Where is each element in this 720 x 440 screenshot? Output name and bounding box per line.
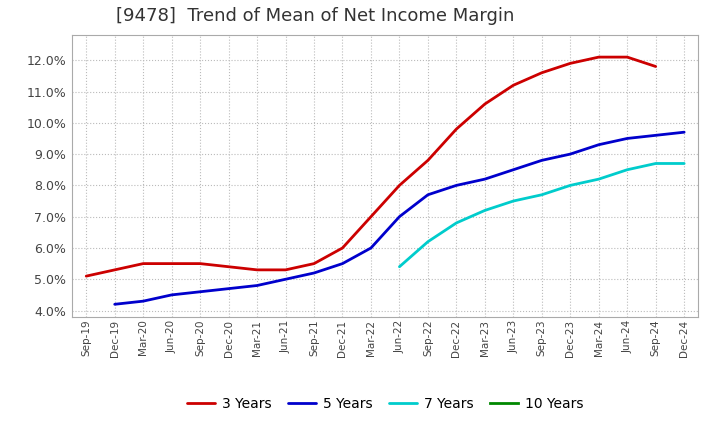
3 Years: [282, 267, 290, 272]
7 Years: [452, 220, 461, 226]
3 Years: [652, 64, 660, 69]
Line: 7 Years: 7 Years: [400, 164, 684, 267]
7 Years: [680, 161, 688, 166]
5 Years: [623, 136, 631, 141]
3 Years: [110, 267, 119, 272]
5 Years: [652, 133, 660, 138]
3 Years: [338, 246, 347, 251]
5 Years: [680, 129, 688, 135]
3 Years: [225, 264, 233, 269]
3 Years: [480, 101, 489, 106]
5 Years: [566, 151, 575, 157]
5 Years: [139, 298, 148, 304]
3 Years: [167, 261, 176, 266]
3 Years: [395, 183, 404, 188]
3 Years: [537, 70, 546, 75]
7 Years: [423, 239, 432, 244]
3 Years: [310, 261, 318, 266]
3 Years: [253, 267, 261, 272]
5 Years: [167, 292, 176, 297]
5 Years: [282, 277, 290, 282]
5 Years: [225, 286, 233, 291]
7 Years: [623, 167, 631, 172]
7 Years: [509, 198, 518, 204]
3 Years: [623, 55, 631, 60]
7 Years: [652, 161, 660, 166]
5 Years: [480, 176, 489, 182]
3 Years: [139, 261, 148, 266]
7 Years: [595, 176, 603, 182]
5 Years: [338, 261, 347, 266]
5 Years: [595, 142, 603, 147]
7 Years: [480, 208, 489, 213]
5 Years: [110, 302, 119, 307]
3 Years: [452, 126, 461, 132]
5 Years: [537, 158, 546, 163]
Line: 3 Years: 3 Years: [86, 57, 656, 276]
5 Years: [395, 214, 404, 219]
7 Years: [566, 183, 575, 188]
5 Years: [509, 167, 518, 172]
7 Years: [395, 264, 404, 269]
5 Years: [310, 270, 318, 275]
7 Years: [537, 192, 546, 198]
Text: [9478]  Trend of Mean of Net Income Margin: [9478] Trend of Mean of Net Income Margi…: [116, 7, 514, 26]
5 Years: [253, 283, 261, 288]
5 Years: [366, 246, 375, 251]
5 Years: [452, 183, 461, 188]
Line: 5 Years: 5 Years: [114, 132, 684, 304]
3 Years: [595, 55, 603, 60]
3 Years: [196, 261, 204, 266]
3 Years: [82, 274, 91, 279]
5 Years: [423, 192, 432, 198]
3 Years: [566, 61, 575, 66]
Legend: 3 Years, 5 Years, 7 Years, 10 Years: 3 Years, 5 Years, 7 Years, 10 Years: [181, 392, 589, 417]
3 Years: [509, 83, 518, 88]
3 Years: [366, 214, 375, 219]
3 Years: [423, 158, 432, 163]
5 Years: [196, 289, 204, 294]
